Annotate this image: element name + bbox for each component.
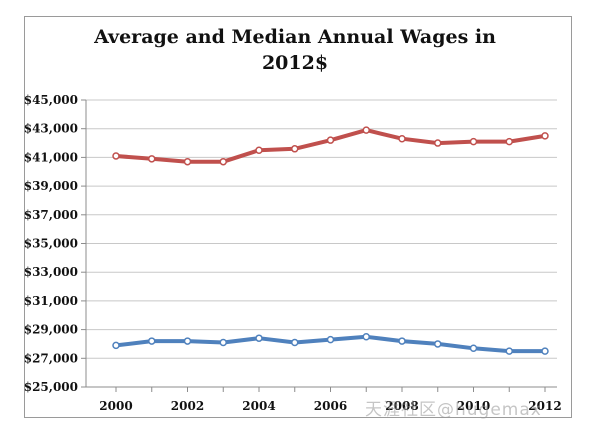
x-tick-label: 2004 [242, 399, 275, 413]
data-point [469, 137, 478, 146]
axes [81, 99, 557, 392]
y-tick-label: $25,000 [24, 380, 78, 394]
x-tick-label: 2000 [99, 399, 132, 413]
x-tick-label: 2008 [385, 399, 418, 413]
series-1 [112, 333, 549, 355]
data-point [291, 338, 299, 347]
data-point [326, 335, 335, 344]
data-point [183, 337, 192, 345]
data-point [255, 146, 263, 154]
data-point [434, 139, 442, 147]
x-tick-label: 2006 [314, 399, 347, 413]
data-point [326, 136, 335, 144]
tick-labels: $45,000 $43,000 $41,000 $39,000 $37,000 $35,0… [24, 93, 562, 413]
chart-title: Average and Median Annual Wages in 2012$ [94, 26, 496, 74]
x-tick-label: 2012 [528, 399, 561, 413]
data-point [362, 126, 370, 134]
data-point [434, 340, 442, 348]
data-point [219, 157, 227, 166]
y-tick-label: $41,000 [24, 150, 78, 164]
data-point [112, 152, 120, 160]
y-tick-label: $39,000 [24, 179, 78, 193]
x-tick-label: 2010 [457, 399, 490, 413]
series-0 [112, 126, 549, 166]
watermark: 天涯社区@hugemax [365, 400, 542, 420]
data-point [362, 333, 370, 341]
y-tick-label: $45,000 [24, 93, 78, 107]
data-point [398, 134, 406, 143]
series-group [112, 126, 549, 355]
y-tick-label: $31,000 [24, 294, 78, 308]
data-point [469, 344, 478, 353]
data-point [255, 334, 263, 342]
data-point [148, 337, 156, 345]
y-tick-label: $29,000 [24, 323, 78, 337]
data-point [112, 341, 120, 350]
x-tick-label: 2002 [171, 399, 204, 413]
data-point [541, 347, 549, 355]
y-tick-label: $35,000 [24, 237, 78, 251]
y-tick-label: $33,000 [24, 265, 78, 279]
y-tick-label: $43,000 [24, 122, 78, 136]
chart-frame [24, 16, 572, 418]
data-point [505, 347, 513, 355]
gridlines [86, 99, 557, 359]
data-point [505, 137, 513, 146]
data-point [291, 145, 299, 153]
data-point [541, 132, 549, 140]
y-tick-label: $37,000 [24, 208, 78, 222]
data-point [398, 337, 406, 345]
data-point [219, 338, 227, 347]
y-tick-label: $27,000 [24, 351, 78, 365]
data-point [148, 155, 156, 163]
data-point [183, 157, 192, 166]
